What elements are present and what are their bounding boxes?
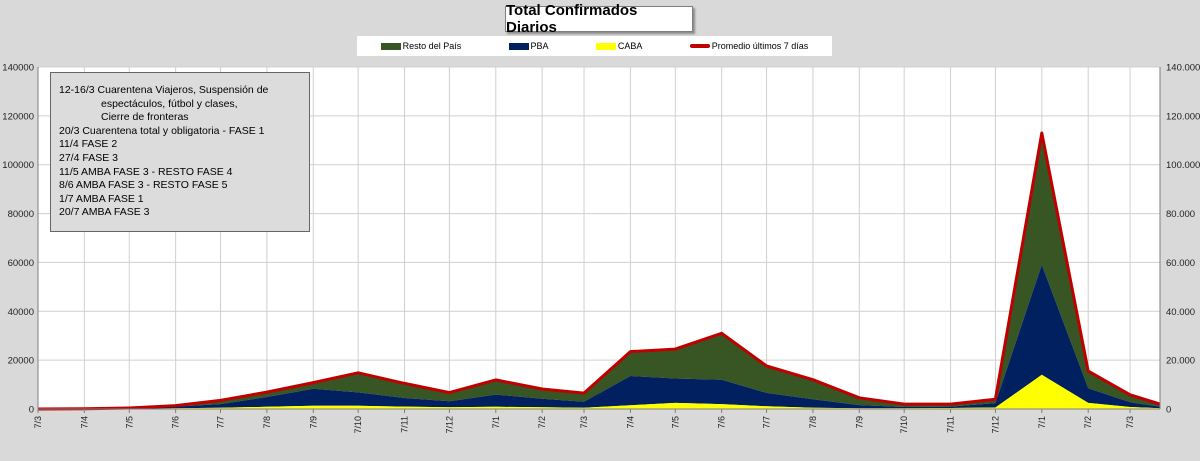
legend-swatch-promedio [689,44,710,48]
x-tick-label: 7/5 [124,416,134,429]
series-areas [38,133,1160,409]
x-tick-label: 7/8 [262,416,272,429]
y-tick-label-right: 80.000 [1166,209,1195,220]
annotation-line: Cierre de fronteras [101,111,189,124]
x-tick-label: 7/2 [1083,416,1093,429]
x-tick-label: 7/8 [808,416,818,429]
x-tick-label: 7/12 [990,416,1000,434]
line-promedio-7-dias [37,131,1161,411]
y-tick-label-left: 60000 [8,258,34,269]
x-tick-label: 7/1 [1037,416,1047,429]
x-tick-label: 7/4 [79,416,89,429]
legend-item-resto: Resto del País [380,41,462,51]
annotation-line: 1/7 AMBA FASE 1 [59,192,144,205]
area-caba [38,374,1160,409]
x-tick-label: 7/12 [444,416,454,434]
annotation-line: 20/7 AMBA FASE 3 [59,206,150,219]
y-tick-label-right: 100.000 [1166,160,1200,171]
y-tick-label-left: 100000 [2,160,34,171]
y-tick-label-left: 40000 [8,307,34,318]
y-tick-label-right: 40.000 [1166,307,1195,318]
legend-swatch-pba [508,42,529,50]
y-tick-label-right: 140.000 [1166,63,1200,74]
annotation-line: espectáculos, fútbol y clases, [101,97,238,110]
annotation-line: 20/3 Cuarentena total y obligatoria - FA… [59,124,265,137]
x-tick-label: 7/2 [537,416,547,429]
legend-label-pba: PBA [530,41,549,51]
annotation-line: 8/6 AMBA FASE 3 - RESTO FASE 5 [59,179,228,192]
legend: Resto del País PBA CABA Promedio últimos… [357,36,832,56]
annotation-line: 27/4 FASE 3 [59,151,118,164]
annotation-box: 12-16/3 Cuarentena Viajeros, Suspensión … [50,72,310,232]
x-tick-label: 7/1 [491,416,501,429]
x-tick-label: 7/3 [33,416,43,429]
x-tick-label: 7/10 [353,416,363,434]
x-tick-label: 7/11 [400,416,410,433]
chart-title: Total Confirmados Diarios [505,2,693,36]
x-tick-label: 7/9 [854,416,864,429]
legend-item-promedio: Promedio últimos 7 días [689,41,809,51]
y-tick-label-left: 120000 [2,111,34,122]
x-tick-label: 7/9 [308,416,318,429]
axes: 0 0 20000 20.000 40000 40.000 60000 60.000 80000… [2,63,1200,434]
legend-label-promedio: Promedio últimos 7 días [711,41,809,51]
series-lines [37,131,1161,411]
x-tick-label: 7/11 [946,416,956,433]
legend-label-caba: CABA [617,41,643,51]
x-tick-label: 7/10 [899,416,909,434]
annotation-line: 11/4 FASE 2 [59,138,118,151]
legend-item-caba: CABA [595,41,643,51]
legend-item-pba: PBA [508,41,549,51]
x-tick-label: 7/7 [216,416,226,429]
x-tick-label: 7/6 [717,416,727,429]
legend-swatch-caba [595,42,616,50]
x-tick-label: 7/3 [579,416,589,429]
y-tick-label-left: 20000 [8,356,34,367]
y-tick-label-right: 120.000 [1166,111,1200,122]
y-tick-label-right: 20.000 [1166,356,1195,367]
legend-swatch-resto [380,42,401,50]
legend-label-resto: Resto del País [402,41,462,51]
x-tick-label: 7/7 [762,416,772,429]
y-tick-label-left: 0 [29,405,34,416]
annotation-line: 11/5 AMBA FASE 3 - RESTO FASE 4 [59,165,233,178]
y-tick-label-left: 80000 [8,209,34,220]
y-tick-label-right: 60.000 [1166,258,1195,269]
y-tick-label-left: 140000 [2,63,34,74]
y-tick-label-right: 0 [1166,405,1171,416]
x-tick-label: 7/4 [625,416,635,429]
annotation-line: 12-16/3 Cuarentena Viajeros, Suspensión … [59,84,269,96]
x-tick-label: 7/6 [171,416,181,429]
x-tick-label: 7/5 [670,416,680,429]
x-tick-label: 7/3 [1125,416,1135,429]
